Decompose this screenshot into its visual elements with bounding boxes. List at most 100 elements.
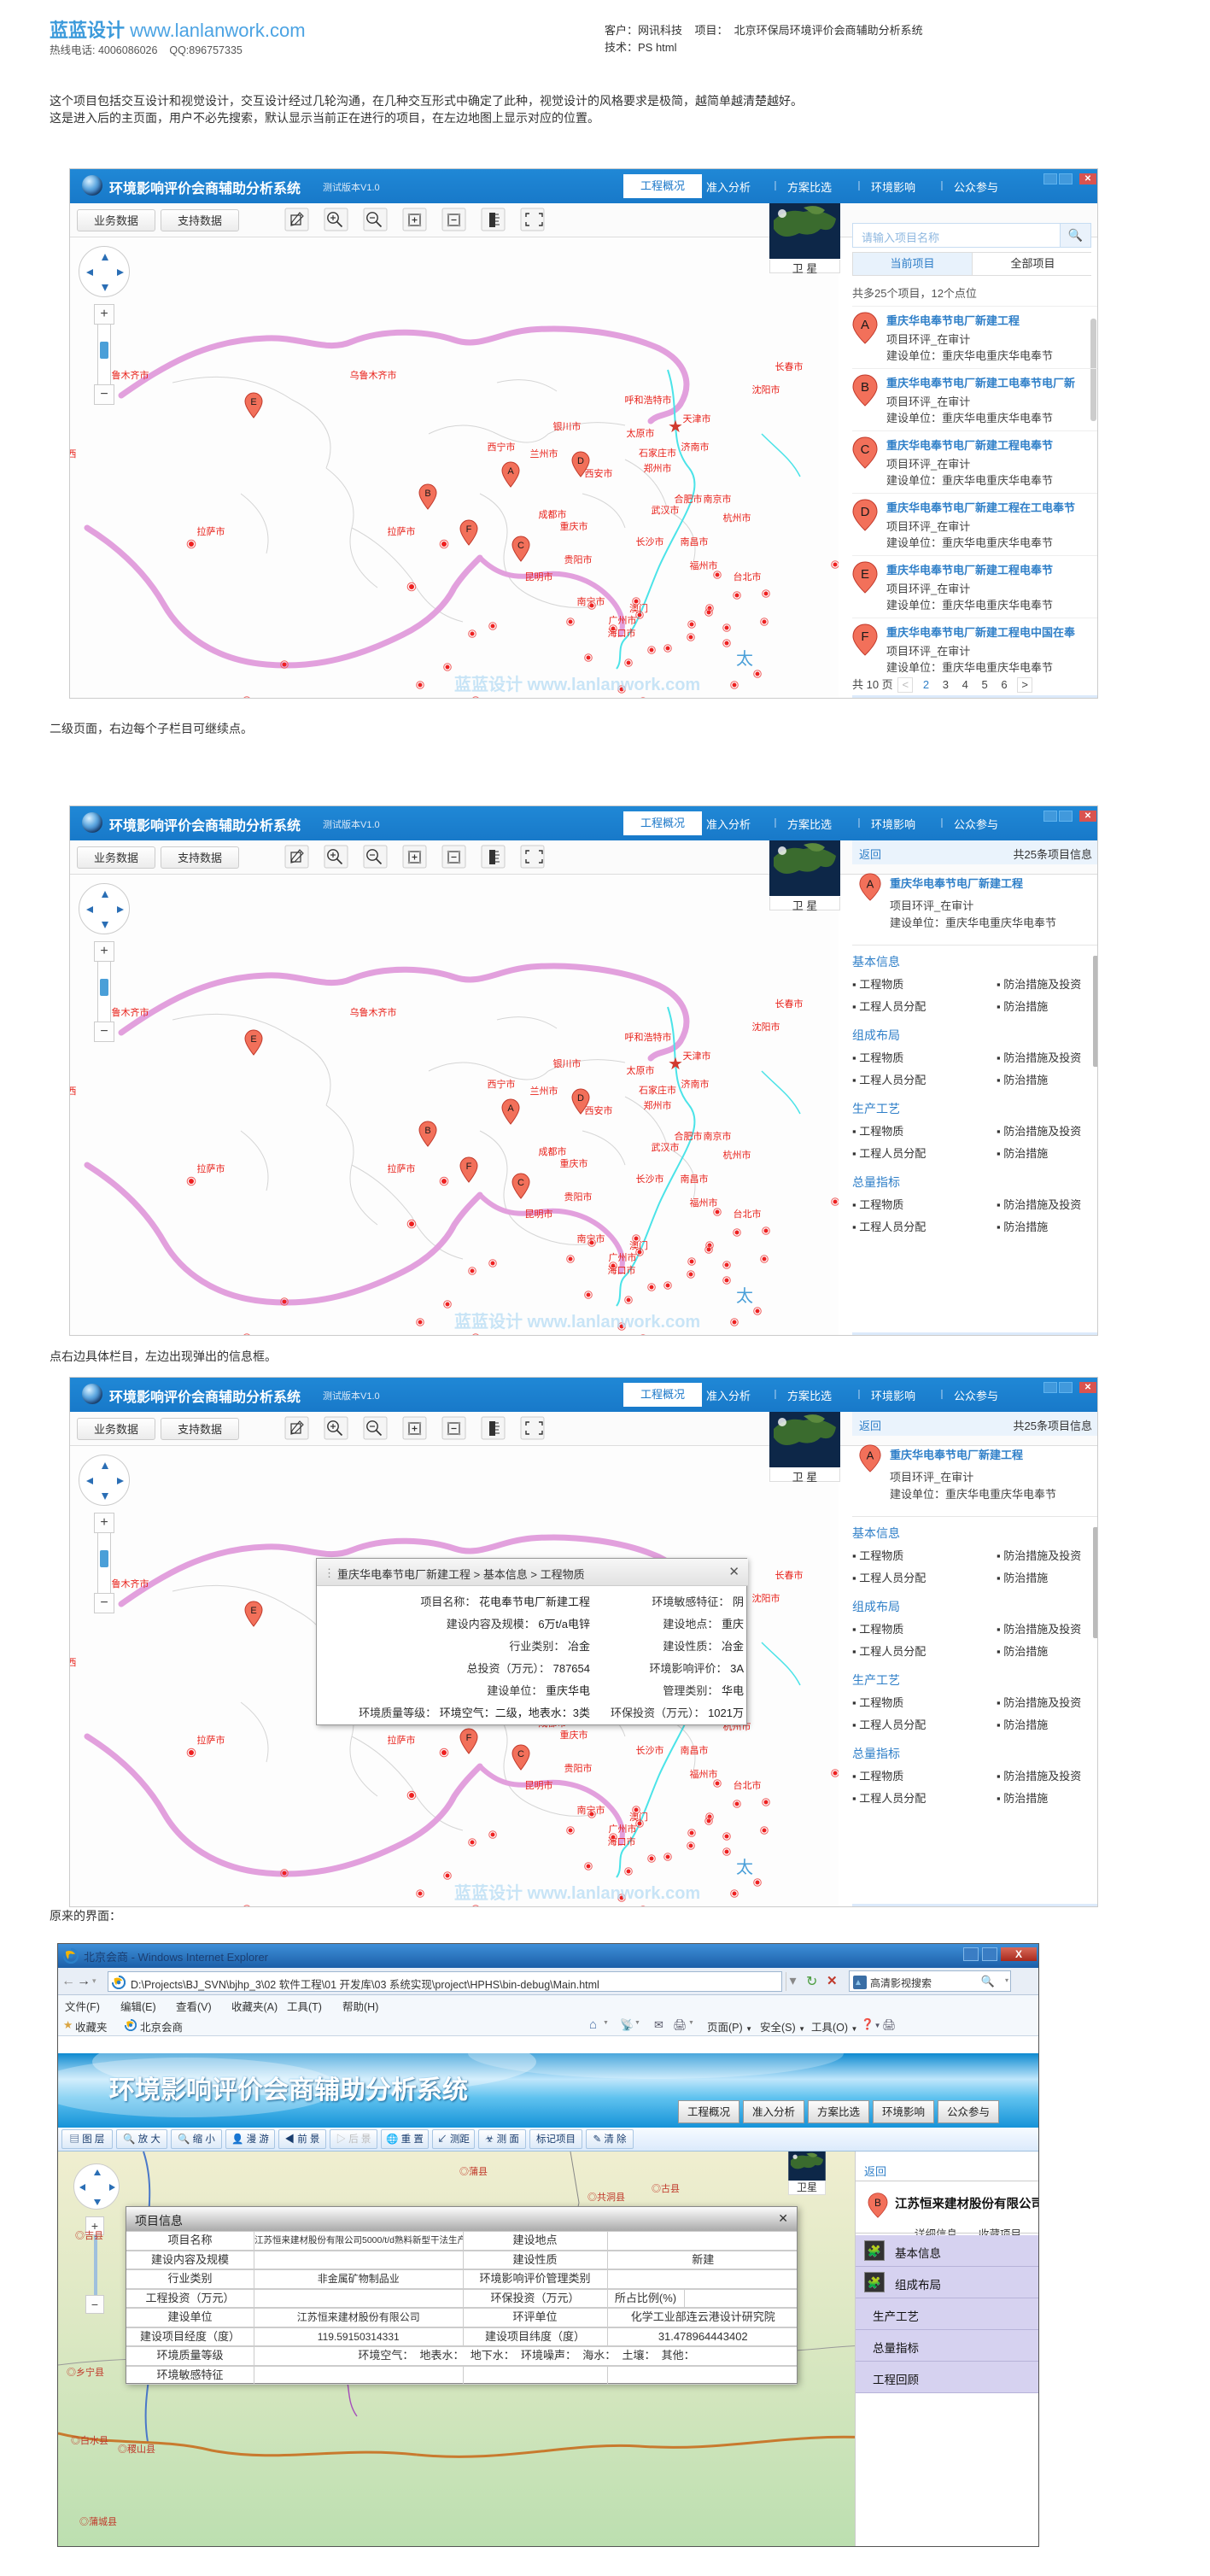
svg-text:太: 太 [736,1286,753,1306]
svg-text:合肥市: 合肥市 [675,1130,703,1142]
svg-text:台北市: 台北市 [734,1779,762,1791]
svg-text:武汉市: 武汉市 [652,1141,680,1153]
svg-text:贵阳市: 贵阳市 [564,553,593,565]
svg-text:蓝蓝设计 www.lanlanwork.com: 蓝蓝设计 www.lanlanwork.com [454,1883,700,1903]
svg-text:★: ★ [668,1055,683,1074]
svg-text:B: B [874,2197,881,2209]
svg-text:济南市: 济南市 [681,1078,710,1090]
svg-text:郑州市: 郑州市 [644,1099,672,1111]
svg-text:杭州市: 杭州市 [723,512,751,524]
svg-text:F: F [466,1162,472,1172]
svg-text:福州市: 福州市 [690,1768,718,1780]
svg-text:西宁市: 西宁市 [488,441,516,453]
svg-text:太: 太 [736,649,753,669]
svg-text:南昌市: 南昌市 [681,1173,709,1185]
svg-text:济南市: 济南市 [681,441,710,453]
svg-text:台北市: 台北市 [734,571,762,583]
svg-text:西: 西 [70,1658,77,1668]
svg-text:武汉市: 武汉市 [652,504,680,516]
svg-text:银川市: 银川市 [553,420,582,432]
svg-text:贵阳市: 贵阳市 [564,1762,593,1774]
svg-text:呼和浩特市: 呼和浩特市 [625,1031,672,1043]
svg-text:B: B [424,489,430,499]
svg-text:E: E [250,1606,256,1616]
svg-text:福州市: 福州市 [690,1197,718,1209]
svg-text:南宁市: 南宁市 [577,1232,605,1244]
svg-text:南京市: 南京市 [704,1130,732,1142]
svg-text:台北市: 台北市 [734,1208,762,1220]
svg-text:D: D [577,456,584,466]
svg-text:海口市: 海口市 [608,627,636,639]
svg-text:长沙市: 长沙市 [636,1744,664,1756]
svg-text:长沙市: 长沙市 [636,1173,664,1185]
svg-text:天津市: 天津市 [683,1050,711,1062]
svg-text:兰州市: 兰州市 [530,448,558,460]
svg-text:蓝蓝设计 www.lanlanwork.com: 蓝蓝设计 www.lanlanwork.com [454,675,700,694]
svg-text:拉萨市: 拉萨市 [388,1734,416,1746]
svg-text:成都市: 成都市 [539,508,567,520]
svg-text:贵阳市: 贵阳市 [564,1191,593,1203]
svg-text:银川市: 银川市 [553,1057,582,1069]
svg-text:D: D [861,505,870,519]
svg-text:昆明市: 昆明市 [525,1779,553,1791]
svg-text:蓝蓝设计 www.lanlanwork.com: 蓝蓝设计 www.lanlanwork.com [454,1312,700,1332]
svg-text:A: A [861,318,869,332]
svg-text:西: 西 [70,449,77,460]
svg-text:广州市: 广州市 [609,1251,637,1263]
svg-text:广州市: 广州市 [609,1823,637,1835]
svg-text:B: B [861,380,869,395]
svg-text:成都市: 成都市 [539,1145,567,1157]
svg-text:长春市: 长春市 [775,998,804,1010]
svg-text:F: F [861,629,868,644]
svg-text:长沙市: 长沙市 [636,536,664,547]
svg-text:澳门: 澳门 [629,602,648,614]
svg-text:重庆市: 重庆市 [560,1729,588,1741]
svg-text:★: ★ [668,418,683,436]
svg-text:沈阳市: 沈阳市 [752,383,780,395]
svg-text:海口市: 海口市 [608,1835,636,1847]
svg-text:石家庄市: 石家庄市 [639,447,676,459]
svg-text:澳门: 澳门 [629,1811,648,1823]
svg-text:乌鲁木齐市: 乌鲁木齐市 [350,369,397,381]
svg-text:呼和浩特市: 呼和浩特市 [625,394,672,406]
svg-text:E: E [250,1034,256,1045]
svg-text:拉萨市: 拉萨市 [197,1734,225,1746]
svg-text:太: 太 [736,1858,753,1877]
svg-text:F: F [466,524,472,535]
svg-text:郑州市: 郑州市 [644,462,672,474]
svg-text:海口市: 海口市 [608,1264,636,1276]
svg-text:天津市: 天津市 [683,413,711,424]
svg-text:昆明市: 昆明市 [525,1208,553,1220]
svg-text:南京市: 南京市 [704,493,732,505]
svg-text:A: A [507,1104,514,1114]
svg-text:南宁市: 南宁市 [577,1804,605,1816]
svg-text:D: D [577,1093,584,1104]
svg-text:福州市: 福州市 [690,559,718,571]
svg-text:A: A [867,877,874,890]
svg-text:西安市: 西安市 [585,1104,613,1116]
svg-text:长春市: 长春市 [775,1569,804,1581]
svg-text:广州市: 广州市 [609,614,637,626]
svg-text:太原市: 太原市 [627,1064,655,1076]
svg-text:E: E [250,397,256,407]
svg-text:长春市: 长春市 [775,360,804,372]
svg-text:西安市: 西安市 [585,467,613,479]
svg-text:南昌市: 南昌市 [681,536,709,547]
svg-text:西: 西 [70,1086,77,1097]
svg-text:C: C [517,541,524,551]
svg-text:A: A [507,466,514,477]
svg-text:西宁市: 西宁市 [488,1078,516,1090]
svg-text:C: C [517,1178,524,1188]
svg-text:F: F [466,1733,472,1743]
svg-text:石家庄市: 石家庄市 [639,1084,676,1096]
svg-text:拉萨市: 拉萨市 [388,1162,416,1174]
svg-text:南昌市: 南昌市 [681,1744,709,1756]
svg-text:乌鲁木齐市: 乌鲁木齐市 [350,1006,397,1018]
svg-text:拉萨市: 拉萨市 [197,525,225,537]
svg-text:澳门: 澳门 [629,1239,648,1251]
svg-text:杭州市: 杭州市 [723,1149,751,1161]
svg-text:昆明市: 昆明市 [525,571,553,583]
svg-text:重庆市: 重庆市 [560,1157,588,1169]
svg-text:C: C [861,442,870,457]
svg-text:拉萨市: 拉萨市 [197,1162,225,1174]
